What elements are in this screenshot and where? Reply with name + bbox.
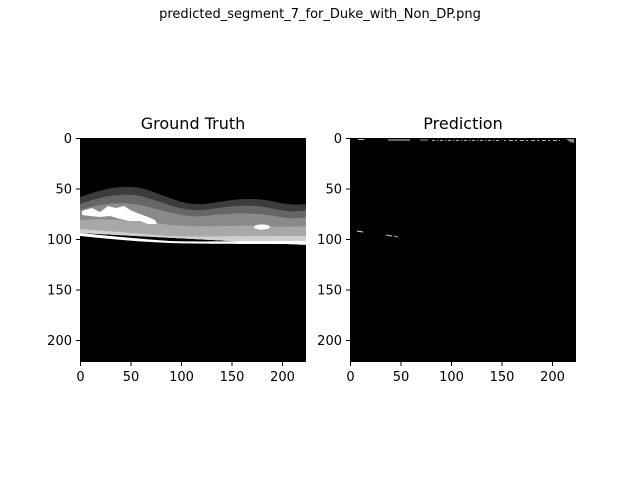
x-tick-label: 100 xyxy=(439,370,464,385)
y-tick-label: 200 xyxy=(317,334,342,349)
y-tick-label: 150 xyxy=(47,284,72,299)
ground-truth-y-axis: 0 50 100 150 200 xyxy=(47,132,80,349)
ground-truth-title: Ground Truth xyxy=(141,114,246,133)
highlight-blob-2 xyxy=(254,224,270,230)
prediction-y-axis: 0 50 100 150 200 xyxy=(317,132,350,349)
x-tick-label: 100 xyxy=(169,370,194,385)
x-tick-label: 0 xyxy=(346,370,354,385)
bottom-edge xyxy=(80,233,306,244)
prediction-image xyxy=(350,138,576,362)
x-tick-label: 150 xyxy=(490,370,515,385)
layer-5 xyxy=(80,229,306,245)
figure-suptitle: predicted_segment_7_for_Duke_with_Non_DP… xyxy=(159,7,481,22)
y-tick-label: 50 xyxy=(55,183,72,198)
speckle xyxy=(566,139,574,143)
highlight-blob-1 xyxy=(82,206,157,224)
y-tick-label: 0 xyxy=(334,132,342,147)
x-tick-label: 50 xyxy=(123,370,140,385)
x-tick-label: 200 xyxy=(270,370,295,385)
speckle xyxy=(385,234,393,237)
y-tick-label: 0 xyxy=(64,132,72,147)
speckle xyxy=(356,230,364,233)
x-tick-label: 0 xyxy=(76,370,84,385)
x-tick-label: 150 xyxy=(220,370,245,385)
y-tick-label: 200 xyxy=(47,334,72,349)
y-tick-label: 100 xyxy=(47,233,72,248)
image-background xyxy=(80,138,306,362)
image-background xyxy=(350,138,576,362)
y-tick-label: 100 xyxy=(317,233,342,248)
x-tick-label: 200 xyxy=(540,370,565,385)
ground-truth-x-axis: 0 50 100 150 200 xyxy=(76,362,295,385)
prediction-panel: Prediction 0 50 100 150 200 xyxy=(317,114,576,385)
ground-truth-panel: Ground Truth 0 50 100 150 200 xyxy=(47,114,306,385)
ground-truth-image xyxy=(80,138,306,362)
x-tick-label: 50 xyxy=(393,370,410,385)
prediction-x-axis: 0 50 100 150 200 xyxy=(346,362,565,385)
prediction-title: Prediction xyxy=(423,114,502,133)
speckle xyxy=(393,235,399,238)
y-tick-label: 150 xyxy=(317,284,342,299)
y-tick-label: 50 xyxy=(325,183,342,198)
